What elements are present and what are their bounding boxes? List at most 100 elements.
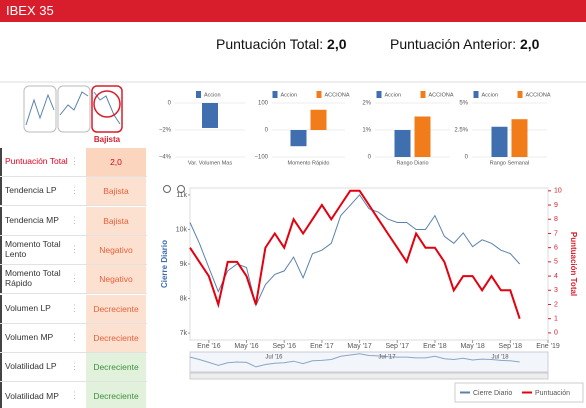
- navigator[interactable]: [189, 351, 549, 373]
- legend-label: Puntuación: [535, 390, 570, 397]
- y-tick-label: 0: [465, 155, 469, 161]
- y-axis-title: Cierre Diario: [160, 240, 169, 288]
- y-tick-label: −4%: [159, 155, 172, 161]
- x-tick-label: May '16: [234, 343, 258, 350]
- x-tick-label: Ene '17: [310, 343, 334, 350]
- indicator-row: Volumen LP ⋮ Decreciente: [0, 294, 147, 324]
- menu-dots: ⋮: [70, 302, 79, 313]
- y-tick-label: 2%: [362, 101, 371, 107]
- scrollbar[interactable]: [189, 372, 549, 380]
- legend-label: ACCIONA: [325, 92, 350, 98]
- x-tick-label: Sep '18: [499, 343, 523, 350]
- score-previous: Puntuación Anterior: 2,0: [390, 36, 539, 52]
- legend-swatch: [196, 91, 201, 98]
- indicator-row: Momento Total Lento ⋮ Negativo: [0, 235, 147, 265]
- menu-dots: ⋮: [70, 331, 79, 342]
- legend-label: Accion: [482, 92, 499, 98]
- y-tick-label: 0: [368, 155, 372, 161]
- score-total: Puntuación Total: 2,0: [216, 36, 347, 52]
- menu-dots: ⋮: [70, 390, 79, 401]
- zoom-controls[interactable]: [163, 185, 185, 193]
- indicator-label: Puntuación Total: [0, 148, 68, 176]
- y2-tick-label: 1: [554, 316, 558, 323]
- legend-label: ACCIONA: [526, 92, 551, 98]
- bar: [290, 130, 307, 147]
- x-tick-label: Ene '16: [197, 343, 221, 350]
- y2-axis-title: Puntuación Total: [569, 232, 578, 296]
- y2-tick-label: 7: [554, 230, 558, 237]
- y2-tick-label: 3: [554, 287, 558, 294]
- x-tick-label: Var. Volumen Mas: [188, 160, 232, 166]
- bar: [394, 130, 411, 157]
- indicator-row: Volatilidad MP ⋮ Decreciente: [0, 382, 147, 408]
- y-tick-label: 2.5%: [454, 128, 468, 134]
- indicator-value: Decreciente: [86, 382, 146, 408]
- x-tick-label: Sep '16: [272, 343, 296, 350]
- bar: [491, 126, 508, 157]
- menu-dots: ⋮: [70, 273, 79, 284]
- indicator-row: Puntuación Total ⋮ 2,0: [0, 148, 147, 177]
- indicator-label: Volumen LP: [0, 294, 68, 323]
- legend-label: Accion: [204, 92, 221, 98]
- score-value: 2,0: [519, 36, 540, 52]
- y-tick-label: 0: [168, 101, 172, 107]
- x-tick-label: Ene '19: [536, 343, 560, 350]
- x-tick-label: May '17: [347, 343, 371, 350]
- bar: [414, 116, 431, 157]
- indicator-value: Decreciente: [86, 323, 146, 352]
- legend-swatch: [316, 91, 322, 98]
- y2-tick-label: 4: [554, 273, 558, 280]
- y2-tick-label: 6: [554, 245, 558, 252]
- score-label: Puntuación Total:: [216, 36, 324, 52]
- indicator-label: Momento Total Lento: [0, 235, 68, 264]
- y-tick-label: 10k: [176, 226, 188, 233]
- bar: [202, 103, 218, 128]
- indicator-label: Volatilidad LP: [0, 353, 68, 382]
- series-line: [189, 194, 521, 308]
- y2-tick-label: 9: [554, 202, 558, 209]
- indicator-row: Tendencia MP ⋮ Bajista: [0, 206, 147, 236]
- menu-dots: ⋮: [70, 361, 79, 372]
- navigator-label: Jul '17: [378, 355, 396, 361]
- y2-tick-label: 0: [554, 330, 558, 337]
- indicator-value: 2,0: [86, 148, 146, 176]
- menu-dots: ⋮: [70, 156, 79, 166]
- y-tick-label: 8k: [180, 295, 188, 302]
- indicator-row: Volumen MP ⋮ Decreciente: [0, 323, 147, 353]
- y-tick-label: 5%: [459, 101, 468, 107]
- legend-label: Accion: [385, 92, 402, 98]
- indicator-row: Tendencia LP ⋮ Bajista: [0, 177, 147, 207]
- y-tick-label: 100: [258, 101, 269, 107]
- x-tick-label: Rango Diario: [396, 160, 428, 166]
- indicator-value: Decreciente: [86, 294, 146, 323]
- x-tick-label: May '18: [460, 343, 484, 350]
- bar: [511, 119, 528, 157]
- navigator-label: Jul '18: [491, 355, 509, 361]
- legend-label: Cierre Diario: [473, 390, 512, 397]
- indicator-label: Volumen MP: [0, 323, 68, 352]
- y2-tick-label: 8: [554, 216, 558, 223]
- y2-tick-label: 2: [554, 301, 558, 308]
- score-value: 2,0: [327, 36, 347, 52]
- header-title: IBEX 35: [0, 0, 586, 22]
- y-tick-label: 1%: [362, 128, 371, 134]
- indicator-value: Negativo: [86, 235, 146, 264]
- indicator-value: Decreciente: [86, 353, 146, 382]
- x-tick-label: Ene '18: [423, 343, 447, 350]
- y-tick-label: 0: [265, 128, 269, 134]
- indicator-label: Tendencia LP: [0, 177, 68, 206]
- legend-label: ACCIONA: [429, 92, 454, 98]
- legend-swatch: [420, 91, 426, 98]
- menu-dots: ⋮: [70, 243, 79, 254]
- thumbnail-label: Bajista: [94, 135, 121, 144]
- y-tick-label: 9k: [180, 261, 188, 268]
- legend-box: [454, 382, 584, 403]
- legend-swatch: [272, 91, 278, 98]
- y2-tick-label: 10: [554, 188, 562, 195]
- thumbnail: Bajista: [23, 85, 123, 144]
- indicator-value: Bajista: [86, 206, 146, 235]
- indicator-label: Volatilidad MP: [0, 382, 68, 408]
- x-tick-label: Sep '17: [385, 343, 409, 350]
